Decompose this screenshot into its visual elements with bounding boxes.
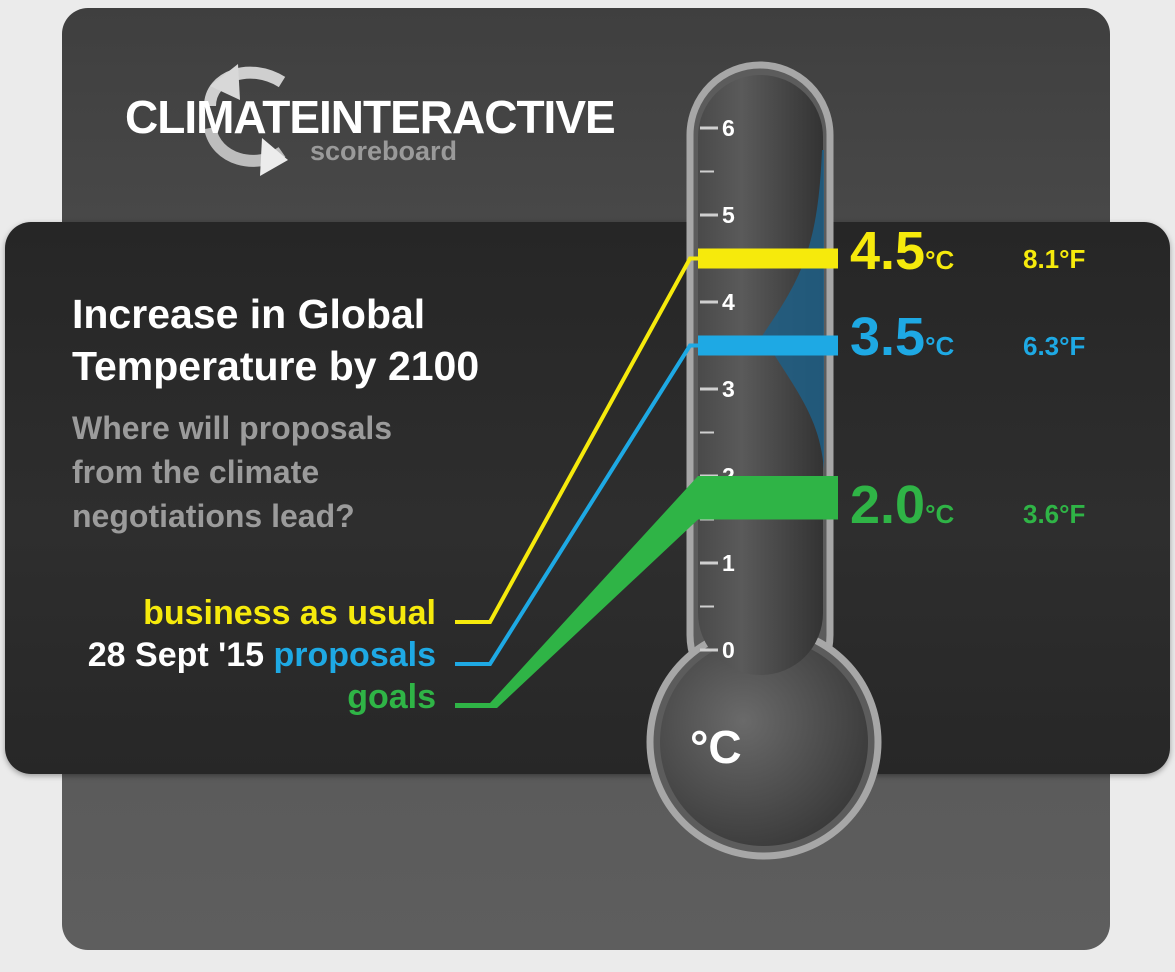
marker-goals: [698, 476, 838, 520]
label-goals-text: goals: [347, 678, 436, 716]
value-bau-f: 8.1: [1023, 244, 1060, 274]
leader-proposals: [455, 343, 698, 666]
value-bau-f-wrap: 8.1°F: [1023, 244, 1085, 275]
tick-label: 0: [722, 637, 735, 663]
thermometer-outline: [646, 61, 882, 860]
value-goals-f: 3.6: [1023, 499, 1060, 529]
label-goals: goals: [200, 678, 436, 717]
unit-c-proposals: °C: [925, 331, 955, 361]
value-proposals-f-wrap: 6.3°F: [1023, 331, 1085, 362]
label-proposals-text: proposals: [273, 636, 436, 674]
chart-title: Increase in Global Temperature by 2100: [72, 291, 480, 389]
value-proposals-c: 3.5: [850, 307, 926, 367]
label-date-text: 28 Sept '15: [87, 636, 265, 674]
unit-c-bau: °C: [925, 245, 955, 275]
unit-f-goals: °F: [1059, 499, 1086, 529]
logo-brand: CLIMATEINTERACTIVE: [125, 91, 616, 143]
uncertainty-band: [762, 150, 824, 470]
unit-c-goals: °C: [925, 499, 955, 529]
value-proposals-f: 6.3: [1023, 331, 1060, 361]
unit-f-bau: °F: [1059, 244, 1086, 274]
tick-label: 6: [722, 115, 735, 141]
leader-goals: [455, 476, 698, 708]
label-bau: business as usual: [78, 594, 436, 633]
marker-proposals: [698, 335, 838, 356]
tick-label: 3: [722, 376, 735, 402]
value-goals: 2.0°C: [850, 474, 954, 536]
tick-label: 4: [722, 289, 735, 315]
value-goals-c: 2.0: [850, 475, 926, 535]
bulb-unit-label: °C: [690, 721, 742, 773]
recycle-arrows-icon: [204, 64, 288, 176]
label-bau-text: business as usual: [143, 594, 436, 632]
leader-bau: [455, 256, 698, 624]
logo-sub: scoreboard: [310, 136, 458, 166]
value-proposals: 3.5°C: [850, 306, 954, 368]
unit-f-proposals: °F: [1059, 331, 1086, 361]
tick-label: 1: [722, 550, 735, 576]
chart-subtitle: Where will proposals from the climate ne…: [72, 410, 393, 534]
value-bau: 4.5°C: [850, 220, 954, 282]
marker-bau: [698, 248, 838, 269]
front-card: [5, 222, 1170, 774]
tick-label: 5: [722, 202, 735, 228]
value-bau-c: 4.5: [850, 221, 926, 281]
label-proposals: 28 Sept '15 proposals: [10, 636, 436, 675]
value-goals-f-wrap: 3.6°F: [1023, 499, 1085, 530]
